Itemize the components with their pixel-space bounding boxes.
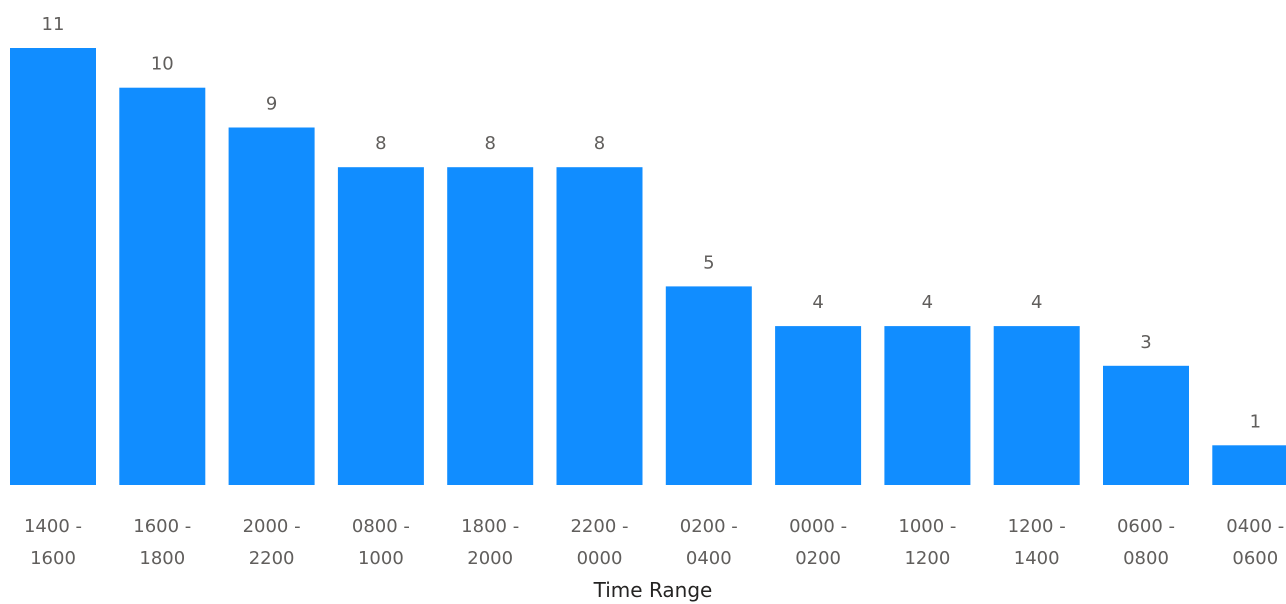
x-tick-label: 1600 - 1800 xyxy=(133,516,191,569)
data-label: 4 xyxy=(812,292,823,313)
bar xyxy=(10,48,96,485)
data-label: 11 xyxy=(42,14,65,35)
x-tick-label: 0000 - 0200 xyxy=(789,516,847,569)
data-label: 10 xyxy=(151,54,174,75)
x-tick-label-line: 1600 - xyxy=(133,516,191,537)
data-label: 8 xyxy=(484,133,495,154)
data-label: 5 xyxy=(703,252,714,273)
data-label: 3 xyxy=(1140,332,1151,353)
x-tick-label: 2200 - 0000 xyxy=(570,516,628,569)
data-labels-group: 11 10 9 8 8 8 5 4 4 4 3 1 xyxy=(42,14,1261,432)
x-tick-label-line: 0600 xyxy=(1232,548,1278,569)
data-label: 4 xyxy=(922,292,933,313)
x-tick-label: 0600 - 0800 xyxy=(1117,516,1175,569)
bar xyxy=(337,167,424,485)
x-tick-label-line: 0800 - xyxy=(352,516,410,537)
bar xyxy=(447,167,534,485)
x-tick-label-line: 1800 - xyxy=(461,516,519,537)
x-tick-label-line: 0000 xyxy=(577,548,623,569)
x-tick-label-line: 1400 - xyxy=(24,516,82,537)
x-tick-label: 1000 - 1200 xyxy=(898,516,956,569)
x-tick-label: 2000 - 2200 xyxy=(243,516,301,569)
x-tick-label-line: 1000 xyxy=(358,548,404,569)
x-tick-label-line: 1000 - xyxy=(898,516,956,537)
bar xyxy=(884,326,971,485)
data-label: 8 xyxy=(375,133,386,154)
x-tick-label-line: 2000 xyxy=(467,548,513,569)
x-tick-label-line: 2000 - xyxy=(243,516,301,537)
x-tick-label-line: 0800 xyxy=(1123,548,1169,569)
x-tick-label: 0800 - 1000 xyxy=(352,516,410,569)
bars-group xyxy=(10,48,1286,485)
x-tick-label-line: 0200 - xyxy=(680,516,738,537)
bar xyxy=(119,87,206,485)
x-tick-label-line: 0400 xyxy=(686,548,732,569)
bar xyxy=(556,167,643,485)
x-tick-label: 0200 - 0400 xyxy=(680,516,738,569)
x-tick-label: 1200 - 1400 xyxy=(1008,516,1066,569)
x-tick-label-line: 0400 - xyxy=(1226,516,1284,537)
x-tick-label: 1800 - 2000 xyxy=(461,516,519,569)
x-axis-title: Time Range xyxy=(593,578,713,602)
x-tick-label-line: 1800 xyxy=(139,548,185,569)
x-tick-label-line: 0000 - xyxy=(789,516,847,537)
x-tick-label-line: 0600 - xyxy=(1117,516,1175,537)
x-tick-label-line: 1600 xyxy=(30,548,76,569)
data-label: 8 xyxy=(594,133,605,154)
x-tick-label-line: 2200 - xyxy=(570,516,628,537)
x-tick-label: 0400 - 0600 xyxy=(1226,516,1284,569)
bar xyxy=(1212,445,1286,485)
x-tick-label-line: 1200 xyxy=(904,548,950,569)
bar xyxy=(228,127,315,485)
x-tick-label-line: 1200 - xyxy=(1008,516,1066,537)
x-axis-ticks: 1400 - 1600 1600 - 1800 2000 - 2200 0800 - 1000… xyxy=(24,516,1284,569)
bar xyxy=(775,326,862,485)
bar xyxy=(665,286,752,485)
bar xyxy=(993,326,1080,485)
x-tick-label-line: 0200 xyxy=(795,548,841,569)
data-label: 1 xyxy=(1250,411,1261,432)
bar xyxy=(1103,365,1189,485)
data-label: 4 xyxy=(1031,292,1042,313)
x-tick-label-line: 2200 xyxy=(249,548,295,569)
x-tick-label: 1400 - 1600 xyxy=(24,516,82,569)
data-label: 9 xyxy=(266,94,277,115)
x-tick-label-line: 1400 xyxy=(1014,548,1060,569)
